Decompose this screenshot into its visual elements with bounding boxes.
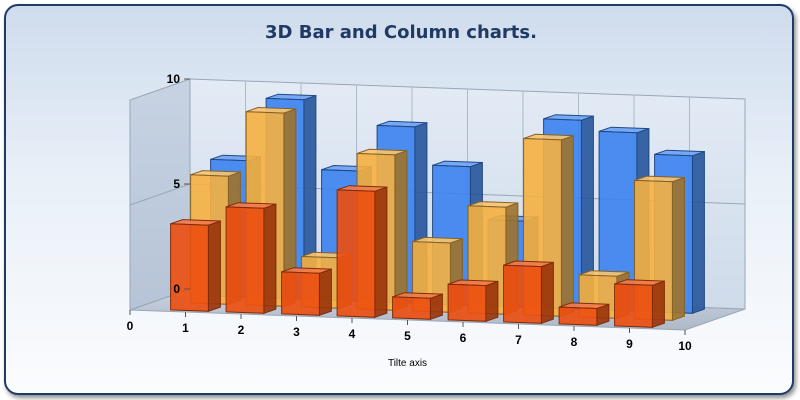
y-tick-label: 5	[173, 177, 180, 191]
bar	[336, 185, 388, 319]
x-tick-label: 6	[460, 331, 467, 345]
bar	[170, 219, 221, 313]
y-tick-label: 0	[173, 282, 180, 296]
x-tick-label: 8	[571, 335, 578, 349]
bar	[392, 292, 443, 321]
bar	[503, 260, 554, 325]
x-axis-title: Tilte axis	[388, 358, 427, 369]
x-tick-label: 1	[182, 321, 189, 335]
y-tick-label: 10	[167, 72, 181, 86]
bar	[225, 202, 277, 315]
x-tick-label: 3	[293, 325, 300, 339]
bar	[281, 267, 332, 317]
x-tick-label: 0	[127, 319, 134, 333]
x-tick-label: 7	[515, 333, 522, 347]
x-tick-label: 5	[404, 329, 411, 343]
chart-title: 3D Bar and Column charts.	[265, 22, 537, 43]
chart-plot: 0 5 10 0 1 2 3 4 5 6 7 8 9 10 Tilte axis	[127, 72, 746, 369]
x-tick-label: 4	[349, 327, 356, 341]
x-tick-label: 10	[678, 339, 692, 353]
x-tick-label: 9	[626, 337, 633, 351]
x-tick-label: 2	[238, 323, 245, 337]
chart-card: 3D Bar and Column charts. 0 5 10 0 1 2 3 4 5 6 7 8 9…	[4, 4, 794, 395]
bar	[558, 302, 610, 327]
bar	[447, 279, 499, 323]
bar	[614, 279, 665, 329]
